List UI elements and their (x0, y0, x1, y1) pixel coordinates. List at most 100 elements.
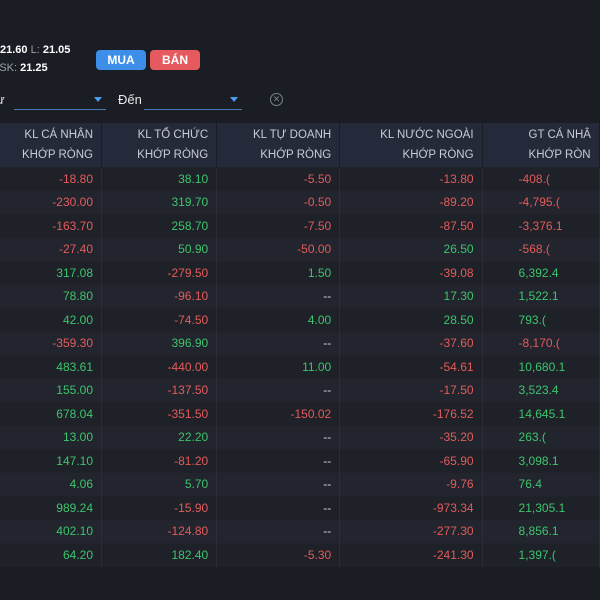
table-cell: 4.06 (0, 472, 102, 496)
table-cell: 42.00 (0, 307, 102, 332)
table-row[interactable]: 147.10 -81.20 -- -65.90 3,098.1 (0, 448, 600, 473)
chevron-down-icon (94, 97, 102, 102)
table-cell: -5.50 (216, 166, 341, 191)
table-cell: 4.00 (216, 307, 341, 332)
table-row[interactable]: 78.80 -96.10 -- 17.30 1,522.1 (0, 284, 600, 308)
table-row[interactable]: -27.40 50.90 -50.00 26.50 -568.( (0, 237, 600, 261)
table-cell: 22.20 (101, 425, 218, 449)
table-row[interactable]: 317.08 -279.50 1.50 -39.08 6,392.4 (0, 260, 600, 285)
header-individual-value[interactable]: GT CÁ NHÂ KHỚP RÒN (482, 123, 600, 167)
table-cell: -230.00 (0, 190, 102, 214)
table-cell: 64.20 (0, 542, 102, 567)
table-cell: -74.50 (101, 307, 218, 332)
table-row[interactable]: 13.00 22.20 -- -35.20 263.( (0, 425, 600, 449)
table-row[interactable]: -18.80 38.10 -5.50 -13.80 -408.( (0, 166, 600, 191)
table-cell: -27.40 (0, 237, 102, 261)
table-cell: -37.60 (339, 331, 483, 355)
table-cell: -54.61 (339, 354, 483, 379)
table-cell: 317.08 (0, 260, 102, 285)
table-cell: -0.50 (216, 190, 341, 214)
table-cell: 1,397.( (482, 542, 600, 567)
table-cell: -96.10 (101, 284, 218, 308)
table-cell: 319.70 (101, 190, 218, 214)
header-foreign-volume[interactable]: KL NƯỚC NGOÀI KHỚP RÒNG (339, 123, 483, 167)
table-cell: 258.70 (101, 213, 218, 238)
table-cell: -277.30 (339, 519, 483, 543)
table-row[interactable]: 64.20 182.40 -5.30 -241.30 1,397.( (0, 542, 600, 567)
header-line-1: GT CÁ NHÂ (528, 128, 591, 141)
low-label: L: (30, 44, 40, 56)
table-cell: 13.00 (0, 425, 102, 449)
header-line-2: KHỚP RÒNG (22, 148, 93, 161)
table-row[interactable]: -359.30 396.90 -- -37.60 -8,170.( (0, 331, 600, 355)
clear-icon[interactable]: ✕ (270, 93, 283, 106)
sell-button[interactable]: BÁN (150, 50, 200, 70)
table-cell: -39.08 (339, 260, 483, 285)
table-cell: -9.76 (339, 472, 483, 496)
table-cell: -5.30 (216, 542, 341, 567)
table-cell: -- (216, 472, 341, 496)
table-row[interactable]: 483.61 -440.00 11.00 -54.61 10,680.1 (0, 354, 600, 379)
table-cell: 989.24 (0, 495, 102, 520)
table-cell: -65.90 (339, 448, 483, 473)
table-cell: 21,305.1 (482, 495, 600, 520)
ask-value: 21.25 (20, 62, 48, 74)
table-cell: -408.( (482, 166, 600, 191)
table-cell: 6,392.4 (482, 260, 600, 285)
table-cell: -81.20 (101, 448, 218, 473)
table-row[interactable]: 4.06 5.70 -- -9.76 76.4 (0, 472, 600, 496)
table-cell: -241.30 (339, 542, 483, 567)
table-cell: 147.10 (0, 448, 102, 473)
table-cell: -163.70 (0, 213, 102, 238)
table-cell: 182.40 (101, 542, 218, 567)
net-trading-table: KL CÁ NHÂN KHỚP RÒNG KL TỔ CHỨC KHỚP RÒN… (0, 123, 600, 567)
table-cell: -973.34 (339, 495, 483, 520)
table-cell: -50.00 (216, 237, 341, 261)
table-row[interactable]: 989.24 -15.90 -- -973.34 21,305.1 (0, 495, 600, 520)
table-cell: -- (216, 331, 341, 355)
table-body: -18.80 38.10 -5.50 -13.80 -408.(-230.00 319.7… (0, 166, 600, 567)
header-line-1: KL TỔ CHỨC (137, 128, 209, 141)
top-bar (0, 0, 600, 30)
table-cell: -17.50 (339, 378, 483, 402)
table-row[interactable]: 678.04 -351.50 -150.02 -176.52 14,645.1 (0, 401, 600, 426)
price-line: 21.60 L: 21.05 (0, 44, 70, 56)
table-cell: 396.90 (101, 331, 218, 355)
table-cell: 14,645.1 (482, 401, 600, 426)
table-cell: -3,376.1 (482, 213, 600, 238)
table-cell: 26.50 (339, 237, 483, 261)
table-cell: 50.90 (101, 237, 218, 261)
table-cell: -279.50 (101, 260, 218, 285)
table-row[interactable]: 155.00 -137.50 -- -17.50 3,523.4 (0, 378, 600, 402)
buy-button[interactable]: MUA (96, 50, 146, 70)
table-cell: -7.50 (216, 213, 341, 238)
table-cell: 38.10 (101, 166, 218, 191)
header-line-2: KHỚP RÒNG (402, 148, 474, 161)
table-cell: -568.( (482, 237, 600, 261)
table-cell: 11.00 (216, 354, 341, 379)
header-line-1: KL TỰ DOANH (253, 128, 332, 141)
price-value: 21.60 (0, 44, 28, 56)
table-row[interactable]: -230.00 319.70 -0.50 -89.20 -4,795.( (0, 190, 600, 214)
header-individual-volume[interactable]: KL CÁ NHÂN KHỚP RÒNG (0, 123, 102, 167)
table-cell: -124.80 (101, 519, 218, 543)
header-proprietary-volume[interactable]: KL TỰ DOANH KHỚP RÒNG (216, 123, 341, 167)
table-cell: 793.( (482, 307, 600, 332)
table-cell: -15.90 (101, 495, 218, 520)
header-line-1: KL CÁ NHÂN (24, 128, 93, 141)
table-cell: -- (216, 495, 341, 520)
table-row[interactable]: -163.70 258.70 -7.50 -87.50 -3,376.1 (0, 213, 600, 238)
table-cell: 1.50 (216, 260, 341, 285)
table-header-row: KL CÁ NHÂN KHỚP RÒNG KL TỔ CHỨC KHỚP RÒN… (0, 123, 600, 167)
header-line-1: KL NƯỚC NGOÀI (380, 128, 474, 141)
table-row[interactable]: 402.10 -124.80 -- -277.30 8,856.1 (0, 519, 600, 543)
table-cell: -- (216, 425, 341, 449)
table-cell: 678.04 (0, 401, 102, 426)
header-institution-volume[interactable]: KL TỔ CHỨC KHỚP RÒNG (101, 123, 218, 167)
to-date-select[interactable] (144, 88, 242, 110)
table-cell: 17.30 (339, 284, 483, 308)
from-date-select[interactable] (14, 88, 106, 110)
table-cell: -4,795.( (482, 190, 600, 214)
table-cell: 402.10 (0, 519, 102, 543)
table-row[interactable]: 42.00 -74.50 4.00 28.50 793.( (0, 307, 600, 332)
